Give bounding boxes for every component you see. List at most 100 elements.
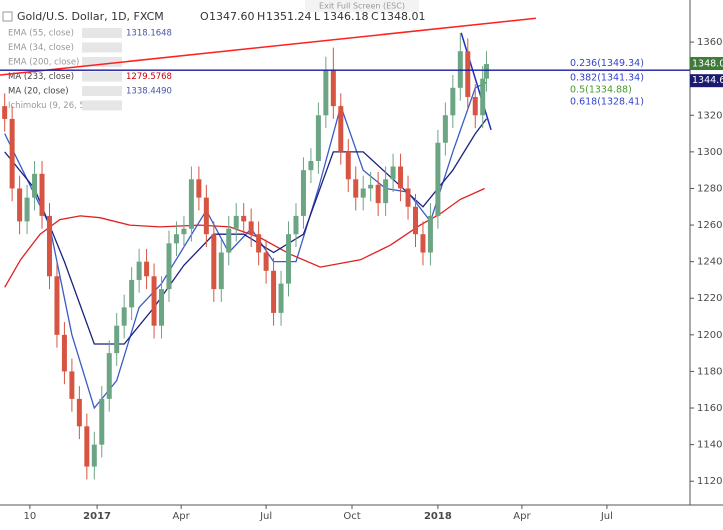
candle-body xyxy=(412,206,418,235)
x-tick-label: Apr xyxy=(513,511,531,522)
candle-body xyxy=(54,276,60,335)
candle-body xyxy=(330,69,336,107)
indicator-name: MA (20, close) xyxy=(8,87,69,97)
candle-body xyxy=(293,215,299,235)
fib-label: 0.618(1328.41) xyxy=(570,96,644,107)
indicator-buttons[interactable] xyxy=(82,71,122,82)
y-tick-label: 1120 xyxy=(697,476,722,487)
indicator-buttons[interactable] xyxy=(82,42,122,53)
candle-body xyxy=(271,270,277,313)
candle-body xyxy=(323,69,329,116)
indicator-name: MA (233, close) xyxy=(8,72,74,82)
candle-body xyxy=(360,188,366,198)
candle-body xyxy=(144,261,150,277)
candle-body xyxy=(2,106,8,119)
indicator-name: EMA (34, close) xyxy=(8,43,74,53)
candle-body xyxy=(480,78,486,116)
y-tick-label: 1160 xyxy=(697,403,722,414)
candle-body xyxy=(173,234,179,244)
last-price-badge xyxy=(690,57,723,71)
ohlc-value: 1346.18 xyxy=(323,10,369,23)
candle-body xyxy=(345,151,351,180)
candle-body xyxy=(181,228,187,235)
y-tick-label: 1240 xyxy=(697,257,722,268)
indicator-buttons[interactable] xyxy=(82,57,122,67)
indicator-buttons[interactable] xyxy=(82,86,122,96)
candle-body xyxy=(383,179,389,204)
candle-body xyxy=(91,444,97,467)
candle-body xyxy=(32,173,38,198)
candle-body xyxy=(390,166,396,180)
ohlc-key: C xyxy=(371,10,379,23)
candle-body xyxy=(39,173,45,216)
candle-body xyxy=(278,283,284,313)
candle-body xyxy=(450,87,456,116)
indicator-legend: EMA (55, close) 1318.1648 EMA (34, close) E… xyxy=(8,28,172,111)
candle-body xyxy=(256,234,262,253)
candle-body xyxy=(420,234,426,253)
candle-body xyxy=(76,398,82,427)
candle-body xyxy=(368,184,374,189)
y-tick-label: 1180 xyxy=(697,366,722,377)
y-tick-label: 1280 xyxy=(697,183,722,194)
candle-body xyxy=(241,215,247,222)
candle-body xyxy=(457,51,463,88)
exit-fullscreen[interactable]: Exit Full Screen (ESC) xyxy=(319,2,405,11)
x-tick-label: 2018 xyxy=(424,511,452,522)
candle-body xyxy=(435,142,441,216)
hline-badge xyxy=(690,74,723,88)
candle-body xyxy=(248,221,254,235)
candle-body xyxy=(129,279,135,308)
candle-body xyxy=(315,115,321,162)
x-tick-label: Jul xyxy=(600,511,613,522)
candle-body xyxy=(151,276,157,326)
last-price: 1348.01 xyxy=(692,59,723,70)
y-tick-label: 1360 xyxy=(697,37,722,48)
candle-body xyxy=(136,261,142,280)
y-tick-label: 1260 xyxy=(697,220,722,231)
symbol: Gold/U.S. Dollar, 1D, FXCM xyxy=(17,10,164,23)
candle-body xyxy=(405,188,411,207)
candle-body xyxy=(61,334,67,372)
indicator-buttons[interactable] xyxy=(82,100,122,111)
x-tick-label: Oct xyxy=(343,511,360,522)
x-tick-label: 10 xyxy=(24,511,37,522)
ohlc-value: 1348.01 xyxy=(380,10,426,23)
indicator-buttons[interactable] xyxy=(82,28,122,38)
indicator-name: EMA (200, close) xyxy=(8,58,79,68)
candle-body xyxy=(226,228,232,253)
candle-body xyxy=(398,166,404,189)
ohlc-key: O xyxy=(200,10,209,23)
candle-body xyxy=(308,161,314,171)
hline-price: 1344.64 xyxy=(692,75,723,86)
candle-body xyxy=(286,234,292,284)
x-tick-label: 2017 xyxy=(83,511,111,522)
ohlc-value: 1351.24 xyxy=(266,10,312,23)
fib-label: 0.236(1349.34) xyxy=(570,58,644,69)
ohlc-key: L xyxy=(314,10,321,23)
candle-body xyxy=(353,179,359,198)
candle-body xyxy=(99,398,105,445)
candle-body xyxy=(442,115,448,143)
ohlc-value: 1347.60 xyxy=(209,10,255,23)
candle-body xyxy=(300,170,306,216)
candle-body xyxy=(106,353,112,399)
candle-body xyxy=(84,426,90,467)
y-tick-label: 1320 xyxy=(697,110,722,121)
candle-body xyxy=(338,106,344,152)
collapse-icon[interactable] xyxy=(2,11,13,22)
indicator-line xyxy=(0,17,536,76)
candle-body xyxy=(166,243,172,290)
candle-body xyxy=(472,96,478,116)
indicator-value: 1318.1648 xyxy=(126,29,172,39)
candle-body xyxy=(465,51,471,97)
x-tick-label: Jul xyxy=(259,511,272,522)
fib-label: 0.5(1334.88) xyxy=(570,85,632,96)
fib-label: 0.382(1341.34) xyxy=(570,73,644,84)
indicator-value: 1279.5768 xyxy=(126,72,172,82)
indicator-line xyxy=(460,32,492,131)
plot: 1120 1140 1160 1180 1200 1220 1240 1260 1280 1300… xyxy=(0,17,723,522)
candle-body xyxy=(203,197,209,235)
